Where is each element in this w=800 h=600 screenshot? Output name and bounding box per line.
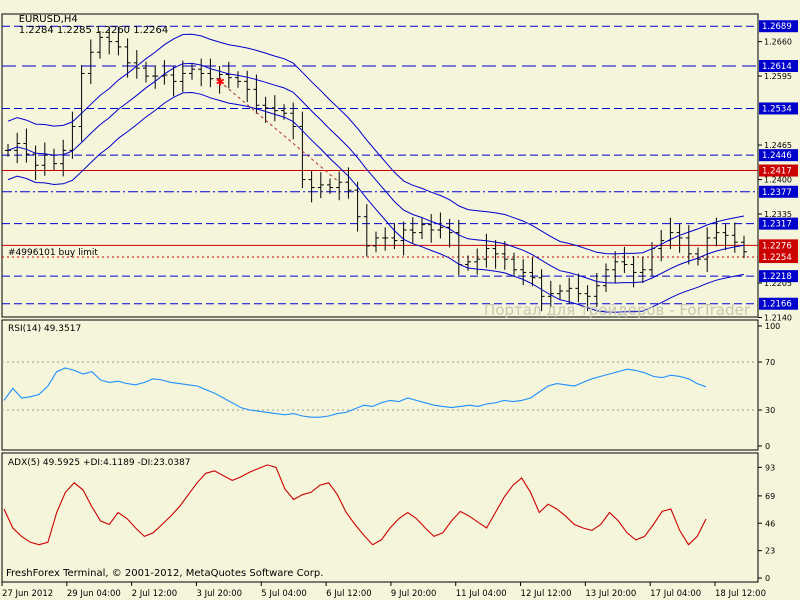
price-level-label: 1.2446 xyxy=(762,151,792,161)
time-axis-label: 3 Jul 20:00 xyxy=(196,589,242,599)
price-level-box xyxy=(759,149,798,162)
price-level-box xyxy=(759,102,798,115)
rsi-panel-frame xyxy=(1,319,759,451)
envelope-middle xyxy=(7,62,745,284)
watermark: Портал для трейдеров - ForTrader xyxy=(484,301,751,319)
price-level-box xyxy=(759,164,798,177)
envelope-upper xyxy=(7,33,745,255)
price-level-label: 1.2534 xyxy=(762,104,792,114)
price-level-label: 1.2254 xyxy=(762,253,792,263)
price-level-label: 1.2377 xyxy=(762,188,792,198)
rsi-tick-label: 30 xyxy=(765,406,775,415)
price-level-label: 1.2166 xyxy=(762,300,792,310)
price-tick-label: 1.2335 xyxy=(764,210,792,219)
entry-marker: ✱ xyxy=(216,75,225,88)
price-level-box xyxy=(759,217,798,230)
order-label: #4996101 buy limit xyxy=(8,248,98,258)
price-level-box xyxy=(759,60,798,73)
price-level-label: 1.2614 xyxy=(762,62,792,72)
price-level-box xyxy=(759,297,798,310)
price-tick-label: 1.2140 xyxy=(764,314,792,323)
time-axis-label: 13 Jul 20:00 xyxy=(585,589,636,599)
rsi-label: RSI(14) 49.3517 xyxy=(8,324,82,334)
price-level-box xyxy=(759,239,798,252)
price-level-label: 1.2689 xyxy=(762,22,792,32)
price-level-box xyxy=(759,251,798,264)
adx-line xyxy=(3,464,707,546)
price-tick-label: 1.2400 xyxy=(764,176,792,185)
footer-copyright: FreshForex Terminal, © 2001-2012, MetaQu… xyxy=(6,568,324,579)
adx-panel-frame xyxy=(1,452,759,583)
rsi-tick-label: 100 xyxy=(765,322,780,331)
adx-tick-label: 93 xyxy=(765,463,775,472)
chart-header: EURUSD,H4 1.2284 1.2285 1.2260 1.2264 xyxy=(6,3,169,47)
rsi-line xyxy=(3,367,707,418)
adx-label: ADX(5) 49.5925 +DI:4.1189 -DI:23.0387 xyxy=(8,458,191,468)
envelope-lower xyxy=(7,91,745,313)
time-axis-label: 6 Jul 12:00 xyxy=(326,589,372,599)
trend-connector xyxy=(219,81,340,183)
price-level-label: 1.2317 xyxy=(762,220,792,230)
rsi-tick-label: 0 xyxy=(765,442,770,451)
price-tick-label: 1.2205 xyxy=(764,279,792,288)
price-level-label: 1.2417 xyxy=(762,167,792,177)
time-axis-label: 9 Jul 20:00 xyxy=(391,589,437,599)
price-level-box xyxy=(759,270,798,283)
adx-tick-label: 23 xyxy=(765,547,775,556)
time-axis-label: 5 Jul 04:00 xyxy=(261,589,307,599)
time-axis-label: 18 Jul 12:00 xyxy=(715,589,766,599)
ohlc-label: 1.2284 1.2285 1.2260 1.2264 xyxy=(18,25,169,36)
time-axis-label: 11 Jul 04:00 xyxy=(456,589,507,599)
symbol-label: EURUSD,H4 xyxy=(18,14,78,25)
price-tick-label: 1.2465 xyxy=(764,141,792,150)
price-panel-frame xyxy=(1,13,759,318)
price-tick-label: 1.2660 xyxy=(764,38,792,47)
price-level-label: 1.2276 xyxy=(762,241,792,251)
price-level-box xyxy=(759,20,798,33)
adx-tick-label: 0 xyxy=(765,574,770,583)
price-level-box xyxy=(759,185,798,198)
price-level-label: 1.2218 xyxy=(762,272,792,282)
adx-tick-label: 46 xyxy=(765,519,775,528)
time-axis-label: 12 Jul 12:00 xyxy=(521,589,572,599)
time-axis-label: 29 Jun 04:00 xyxy=(67,589,121,599)
adx-tick-label: 69 xyxy=(765,492,775,501)
time-axis-label: 2 Jul 12:00 xyxy=(132,589,178,599)
price-tick-label: 1.2595 xyxy=(764,72,792,81)
time-axis-label: 27 Jun 2012 xyxy=(2,589,53,599)
time-axis-label: 17 Jul 04:00 xyxy=(650,589,701,599)
rsi-tick-label: 70 xyxy=(765,358,775,367)
